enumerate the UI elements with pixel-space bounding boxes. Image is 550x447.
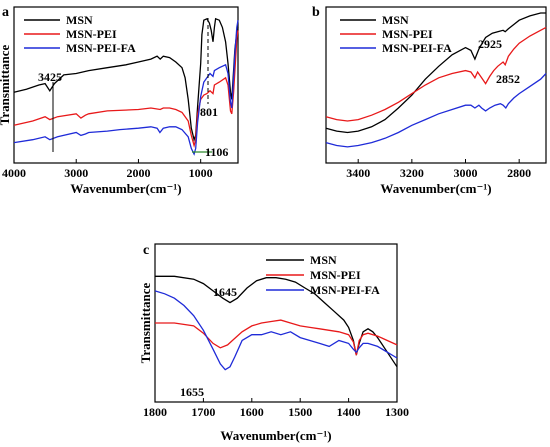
panel-a-tick-label: 2000 [126, 166, 150, 180]
panel-c-annotation-1655: 1655 [180, 385, 204, 399]
panel-b-frame [325, 6, 547, 164]
panel-b-legend-entry: MSN [382, 13, 409, 27]
panel-a-legend-entry: MSN [66, 13, 93, 27]
panel-a-tick-label: 1000 [189, 166, 213, 180]
panel-c-tick-label: 1500 [288, 405, 312, 419]
panel-a-annotation-1106: 1106 [205, 145, 228, 159]
panel-b-annotation-2852: 2852 [496, 72, 520, 86]
panel-b-label: b [312, 5, 320, 20]
panel-a-series-msn-pei-fa [13, 20, 239, 156]
panel-c: c Transmittance Wavenumber(cm⁻¹) 1800 170… [138, 243, 409, 443]
panel-b-tick-label: 3000 [454, 166, 478, 180]
panel-a-xlabel: Wavenumber(cm⁻¹) [70, 181, 181, 196]
panel-c-ylabel: Transmittance [138, 282, 153, 363]
panel-b-tick-label: 3200 [400, 166, 424, 180]
panel-b-series-msn-pei [325, 26, 547, 122]
panel-c-annotation-1645: 1645 [213, 285, 237, 299]
panel-c-tick-label: 1400 [337, 405, 361, 419]
panel-a-legend-entry: MSN-PEI-FA [66, 41, 136, 55]
panel-c-tick-label: 1600 [240, 405, 264, 419]
panel-c-tick-label: 1700 [191, 405, 215, 419]
panel-c-legend-entry: MSN-PEI-FA [310, 283, 380, 297]
panel-b-annotation-2925: 2925 [478, 37, 502, 51]
panel-c-series-msn-pei-fa [154, 290, 398, 371]
panel-a-label: a [2, 5, 9, 20]
panel-b-series-msn-pei-fa [325, 73, 547, 148]
panel-c-xlabel: Wavenumber(cm⁻¹) [220, 428, 331, 443]
panel-c-frame [154, 243, 398, 403]
panel-b: b Wavenumber(cm⁻¹) 3400 3200 3000 2800 MSNM… [312, 5, 547, 196]
panel-a-series-msn-pei [13, 30, 239, 148]
panel-a-tick-label: 3000 [64, 166, 88, 180]
panel-c-tick-label: 1300 [385, 405, 409, 419]
panel-a-ylabel: Transmittance [0, 44, 12, 125]
panel-a-annotation-3425: 3425 [38, 70, 62, 84]
panel-b-tick-label: 3400 [346, 166, 370, 180]
panel-a-annotation-801: 801 [200, 105, 218, 119]
panel-c-tick-label: 1800 [143, 405, 167, 419]
panel-a-series-msn [13, 17, 239, 142]
panel-b-xlabel: Wavenumber(cm⁻¹) [380, 181, 491, 196]
panel-b-series-msn [325, 12, 546, 134]
panel-b-tick-label: 2800 [507, 166, 531, 180]
panel-a-tick-label: 4000 [2, 166, 26, 180]
panel-b-legend-entry: MSN-PEI [382, 27, 433, 41]
panel-c-legend-entry: MSN [310, 253, 337, 267]
panel-b-legend-entry: MSN-PEI-FA [382, 41, 452, 55]
panel-c-legend-entry: MSN-PEI [310, 268, 361, 282]
panel-c-label: c [143, 243, 149, 258]
panel-a-legend-entry: MSN-PEI [66, 27, 117, 41]
panel-c-series-msn-pei [155, 319, 398, 356]
panel-a: a Transmittance Wavenumber(cm⁻¹) 4000 300… [0, 5, 239, 196]
panel-a-frame [13, 6, 239, 164]
panel-c-series-msn [155, 275, 398, 368]
